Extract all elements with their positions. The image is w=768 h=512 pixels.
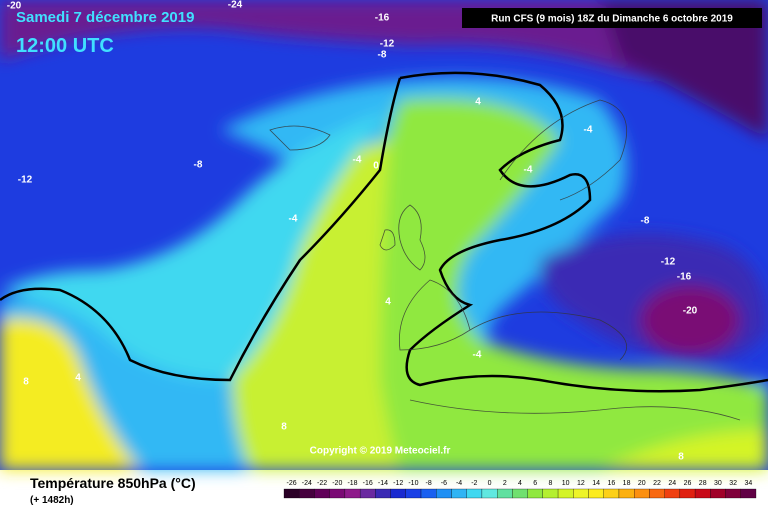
contour-label: -8 <box>378 50 387 61</box>
legend-swatch <box>436 488 452 499</box>
legend-tick-label: 8 <box>548 480 552 487</box>
contour-label: 4 <box>75 373 81 384</box>
legend-swatch <box>314 488 330 499</box>
run-label: Run CFS (9 mois) 18Z du Dimanche 6 octob… <box>491 14 733 25</box>
legend-swatch <box>588 488 604 499</box>
legend-swatch <box>466 488 483 499</box>
legend-tick-label: 28 <box>699 480 707 487</box>
legend-swatch <box>542 488 559 499</box>
legend-swatch <box>359 488 376 499</box>
contour-label: -12 <box>18 175 33 186</box>
contour-label: -8 <box>641 216 650 227</box>
contour-label: -16 <box>375 13 390 24</box>
legend-tick-label: 10 <box>562 480 570 487</box>
legend-tick-label: 16 <box>607 480 615 487</box>
coastlines <box>269 99 741 421</box>
legend-tick-label: 26 <box>684 480 692 487</box>
contour-label: 8 <box>23 377 29 388</box>
legend-tick-label: -24 <box>302 480 312 487</box>
legend-tick-label: -26 <box>287 480 297 487</box>
legend-tick-label: 32 <box>729 480 737 487</box>
contour-label: -20 <box>7 1 22 12</box>
footer-lead: (+ 1482h) <box>30 495 74 506</box>
legend-tick-label: -22 <box>317 480 327 487</box>
legend-tick-label: -4 <box>456 480 462 487</box>
legend-tick-label: -8 <box>426 480 432 487</box>
zero-contour <box>0 71 768 393</box>
legend-tick-label: -2 <box>471 480 477 487</box>
legend-tick-label: -20 <box>332 480 342 487</box>
contour-label: -4 <box>584 125 593 136</box>
run-box <box>462 8 762 28</box>
contour-label: -8 <box>194 160 203 171</box>
legend-swatch <box>512 488 528 499</box>
legend-tick-label: 24 <box>668 480 676 487</box>
legend-tick-label: 6 <box>533 480 537 487</box>
legend-tick-label: 2 <box>503 480 507 487</box>
contour-label: 8 <box>281 422 287 433</box>
legend-swatch <box>740 488 757 499</box>
contour-label: -20 <box>683 306 698 317</box>
legend-tick-label: 30 <box>714 480 722 487</box>
contour-label: 4 <box>475 97 481 108</box>
legend-tick-label: 22 <box>653 480 661 487</box>
contour-label: -16 <box>677 272 692 283</box>
legend-tick-label: 34 <box>744 480 752 487</box>
legend-tick-label: 18 <box>623 480 631 487</box>
copyright: Copyright © 2019 Meteociel.fr <box>310 446 451 457</box>
contour-label: -12 <box>661 257 676 268</box>
legend-swatch <box>451 488 467 499</box>
legend-swatch <box>573 488 589 499</box>
contour-label: -4 <box>353 155 362 166</box>
color-legend: -26 -24 -22 -20 -18 -16 -14 -12 -10 -8 -6 -4 -2 0 2 4 6 8… <box>283 480 757 499</box>
contour-label: -24 <box>228 0 243 11</box>
legend-swatch <box>725 488 741 499</box>
legend-swatch <box>710 488 726 499</box>
contour-label: -12 <box>380 39 395 50</box>
legend-swatch <box>694 488 711 499</box>
legend-tick-label: 20 <box>638 480 646 487</box>
contour-label: -4 <box>524 165 533 176</box>
legend-swatch <box>344 488 361 499</box>
legend-tick-label: -14 <box>378 480 388 487</box>
legend-tick-label: 12 <box>577 480 585 487</box>
legend-swatch <box>618 488 635 499</box>
legend-swatch <box>679 488 696 499</box>
contour-label: 0 <box>373 161 379 172</box>
legend-swatch <box>405 488 422 499</box>
legend-swatch <box>664 488 681 499</box>
legend-swatch <box>497 488 513 499</box>
map: -20 -24 -16 -12 -8 4 -4 -8 -4 0 -4 -12 -… <box>0 0 768 470</box>
legend-swatch <box>557 488 574 499</box>
legend-swatch <box>283 488 300 499</box>
contour-label: 4 <box>385 297 391 308</box>
legend-tick-label: -18 <box>347 480 357 487</box>
time-label: 12:00 UTC <box>16 35 114 57</box>
contour-label: -4 <box>289 214 298 225</box>
legend-swatch <box>634 488 650 499</box>
legend-swatch <box>527 488 543 499</box>
legend-swatch <box>390 488 406 499</box>
legend-swatch <box>603 488 620 499</box>
date-label: Samedi 7 décembre 2019 <box>16 9 194 26</box>
legend-tick-label: -16 <box>363 480 373 487</box>
legend-swatch <box>329 488 346 499</box>
legend-tick-label: 14 <box>592 480 600 487</box>
contour-labels: -20 -24 -16 -12 -8 4 -4 -8 -4 0 -4 -12 -… <box>7 0 698 463</box>
legend-tick-label: -6 <box>441 480 447 487</box>
footer-title: Température 850hPa (°C) <box>30 475 196 491</box>
legend-swatch <box>481 488 498 499</box>
legend-swatch <box>420 488 437 499</box>
contour-label: -4 <box>473 350 482 361</box>
legend-swatch <box>299 488 315 499</box>
legend-tick-label: -12 <box>393 480 403 487</box>
legend-tick-label: 4 <box>518 480 522 487</box>
contour-label: 8 <box>678 452 684 463</box>
legend-swatch <box>649 488 665 499</box>
legend-swatch <box>375 488 391 499</box>
legend-tick-label: -10 <box>408 480 418 487</box>
legend-tick-label: 0 <box>488 480 492 487</box>
